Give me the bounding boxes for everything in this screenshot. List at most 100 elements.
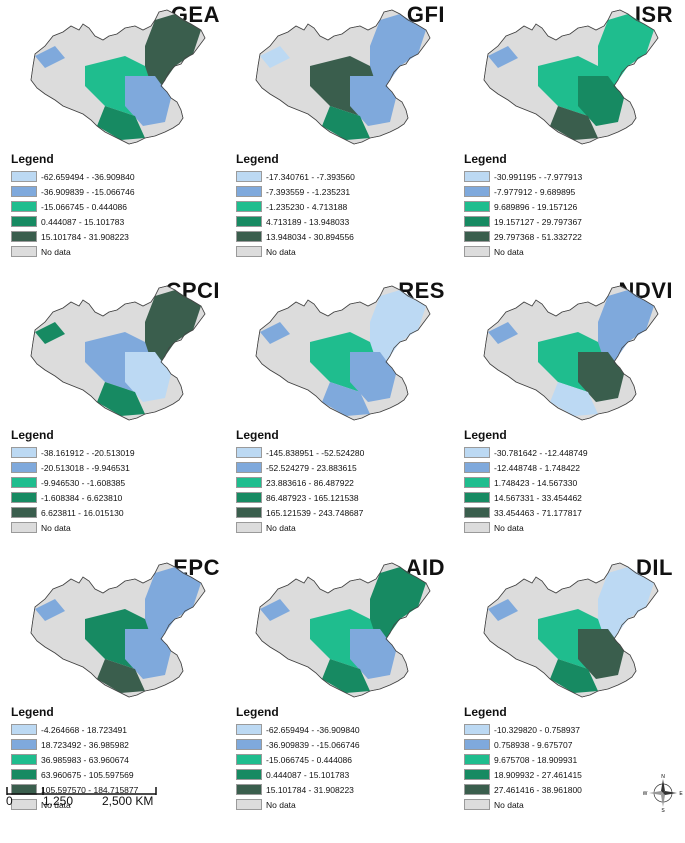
legend-label: 19.157127 - 29.797367 [494,216,582,227]
swatch [464,492,490,503]
compass-e: E [679,791,683,797]
legend-label: 86.487923 - 165.121538 [266,492,359,503]
map-panel-isr: ISR Legend -30.991195 - -7.977913 -7.977… [458,2,683,272]
legend-title: Legend [11,428,54,442]
legend-label: No data [41,522,71,533]
map-panel-res: RES Legend -145.838951 - -52.524280 -52.… [230,278,455,548]
legend-label: No data [41,246,71,257]
legend-label: -10.329820 - 0.758937 [494,724,581,735]
swatch [11,754,37,765]
china-map [255,285,431,421]
legend-label: -17.340761 - -7.393560 [266,171,355,182]
china-map [483,285,659,421]
map-panel-aid: AID Legend -62.659494 - -36.909840 -36.9… [230,555,455,825]
legend-item: 165.121539 - 243.748687 [236,506,446,519]
legend-item: No data [11,521,221,534]
legend-label: 6.623811 - 16.015130 [41,507,124,518]
legend-label: 18.909932 - 27.461415 [494,769,582,780]
swatch [464,171,490,182]
swatch [11,507,37,518]
legend-item: -36.909839 - -15.066746 [11,185,221,198]
legend-item: 36.985983 - 63.960674 [11,753,221,766]
swatch [464,477,490,488]
legend: Legend -10.329820 - 0.758937 0.758938 - … [464,705,674,813]
legend-label: -4.264668 - 18.723491 [41,724,128,735]
compass-w: W [643,791,648,797]
legend-label: 9.689896 - 19.157126 [494,201,578,212]
north-arrow-icon: N E S W [643,774,683,813]
legend-item: No data [236,245,446,258]
china-map [255,9,431,145]
china-map [483,562,659,698]
legend-item: -12.448748 - 1.748422 [464,461,674,474]
legend-label: 15.101784 - 31.908223 [266,784,354,795]
legend-label: -12.448748 - 1.748422 [494,462,581,473]
swatch [11,201,37,212]
swatch [11,246,37,257]
swatch [464,784,490,795]
swatch [464,231,490,242]
legend-item: 14.567331 - 33.454462 [464,491,674,504]
legend-item: 63.960675 - 105.597569 [11,768,221,781]
swatch [464,462,490,473]
swatch [464,739,490,750]
swatch [464,246,490,257]
swatch [11,171,37,182]
legend-item: -38.161912 - -20.513019 [11,446,221,459]
legend-item: -17.340761 - -7.393560 [236,170,446,183]
scale-tick-label: 2,500 KM [102,794,154,808]
legend-label: 9.675708 - 18.909931 [494,754,578,765]
legend-label: -52.524279 - 23.883615 [266,462,357,473]
legend-label: No data [266,799,296,810]
swatch [236,246,262,257]
legend-label: 36.985983 - 63.960674 [41,754,129,765]
legend-label: -30.781642 - -12.448749 [494,447,588,458]
swatch [236,171,262,182]
legend-item: -30.991195 - -7.977913 [464,170,674,183]
swatch [11,799,37,810]
map-panel-gea: GEA Legend -62.659494 - -36.909840 -36.9… [5,2,230,272]
legend-label: 23.883616 - 86.487922 [266,477,354,488]
legend-label: 27.461416 - 38.961800 [494,784,582,795]
swatch [464,216,490,227]
swatch [11,477,37,488]
legend-item: -30.781642 - -12.448749 [464,446,674,459]
scale-tick-label: 0 [6,794,13,808]
legend-item: -10.329820 - 0.758937 [464,723,674,736]
swatch [464,799,490,810]
swatch [11,492,37,503]
legend-label: 1.748423 - 14.567330 [494,477,578,488]
legend: Legend -38.161912 - -20.513019 -20.51301… [11,428,221,536]
legend-item: -20.513018 - -9.946531 [11,461,221,474]
swatch [236,477,262,488]
scale-bar: 0 1,250 2,500 KM [6,783,221,833]
swatch [11,769,37,780]
swatch [236,799,262,810]
legend-item: -7.393559 - -1.235231 [236,185,446,198]
legend-item: 1.748423 - 14.567330 [464,476,674,489]
legend-item: No data [11,798,221,811]
legend-title: Legend [464,705,507,719]
legend-label: -62.659494 - -36.909840 [41,171,135,182]
legend-item: 9.675708 - 18.909931 [464,753,674,766]
legend-item: 33.454463 - 71.177817 [464,506,674,519]
legend: Legend -62.659494 - -36.909840 -36.90983… [11,152,221,260]
map-panel-dil: DIL Legend -10.329820 - 0.758937 0.75893… [458,555,683,825]
swatch [236,186,262,197]
legend-item: 18.909932 - 27.461415 [464,768,674,781]
swatch [464,201,490,212]
legend-item: 15.101784 - 31.908223 [236,783,446,796]
legend-item: -15.066745 - 0.444086 [11,200,221,213]
swatch [464,186,490,197]
legend-item: 4.713189 - 13.948033 [236,215,446,228]
legend-item: No data [11,245,221,258]
legend-title: Legend [11,152,54,166]
legend-item: 23.883616 - 86.487922 [236,476,446,489]
china-map [30,285,206,421]
legend-label: -36.909839 - -15.066746 [41,186,135,197]
legend-item: -15.066745 - 0.444086 [236,753,446,766]
swatch [236,492,262,503]
legend-label: No data [494,246,524,257]
legend-label: 15.101784 - 31.908223 [41,231,129,242]
legend: Legend -30.991195 - -7.977913 -7.977912 … [464,152,674,260]
